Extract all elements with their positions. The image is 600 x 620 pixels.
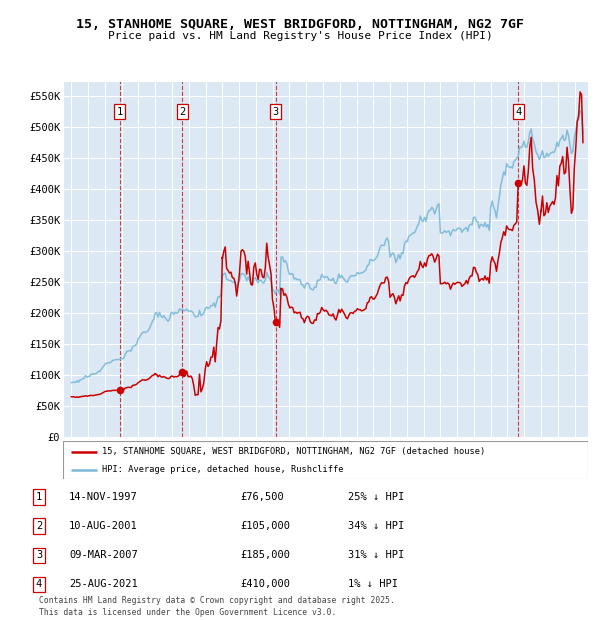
Text: 1: 1 [36,492,42,502]
Text: 34% ↓ HPI: 34% ↓ HPI [348,521,404,531]
Text: Price paid vs. HM Land Registry's House Price Index (HPI): Price paid vs. HM Land Registry's House … [107,31,493,41]
Text: 1% ↓ HPI: 1% ↓ HPI [348,579,398,590]
Text: 10-AUG-2001: 10-AUG-2001 [69,521,138,531]
Text: 15, STANHOME SQUARE, WEST BRIDGFORD, NOTTINGHAM, NG2 7GF (detached house): 15, STANHOME SQUARE, WEST BRIDGFORD, NOT… [103,448,485,456]
Text: 2: 2 [36,521,42,531]
Text: £76,500: £76,500 [240,492,284,502]
Text: 25% ↓ HPI: 25% ↓ HPI [348,492,404,502]
Text: 3: 3 [273,107,279,117]
Text: 14-NOV-1997: 14-NOV-1997 [69,492,138,502]
Text: 4: 4 [515,107,521,117]
Text: HPI: Average price, detached house, Rushcliffe: HPI: Average price, detached house, Rush… [103,465,344,474]
Text: 4: 4 [36,579,42,590]
Text: 3: 3 [36,550,42,560]
Text: 31% ↓ HPI: 31% ↓ HPI [348,550,404,560]
Text: 1: 1 [116,107,122,117]
Text: 15, STANHOME SQUARE, WEST BRIDGFORD, NOTTINGHAM, NG2 7GF: 15, STANHOME SQUARE, WEST BRIDGFORD, NOT… [76,19,524,31]
Text: 09-MAR-2007: 09-MAR-2007 [69,550,138,560]
Text: Contains HM Land Registry data © Crown copyright and database right 2025.
This d: Contains HM Land Registry data © Crown c… [39,596,395,617]
Text: £105,000: £105,000 [240,521,290,531]
Text: 2: 2 [179,107,185,117]
FancyBboxPatch shape [63,441,588,479]
Text: £410,000: £410,000 [240,579,290,590]
Text: 25-AUG-2021: 25-AUG-2021 [69,579,138,590]
Text: £185,000: £185,000 [240,550,290,560]
